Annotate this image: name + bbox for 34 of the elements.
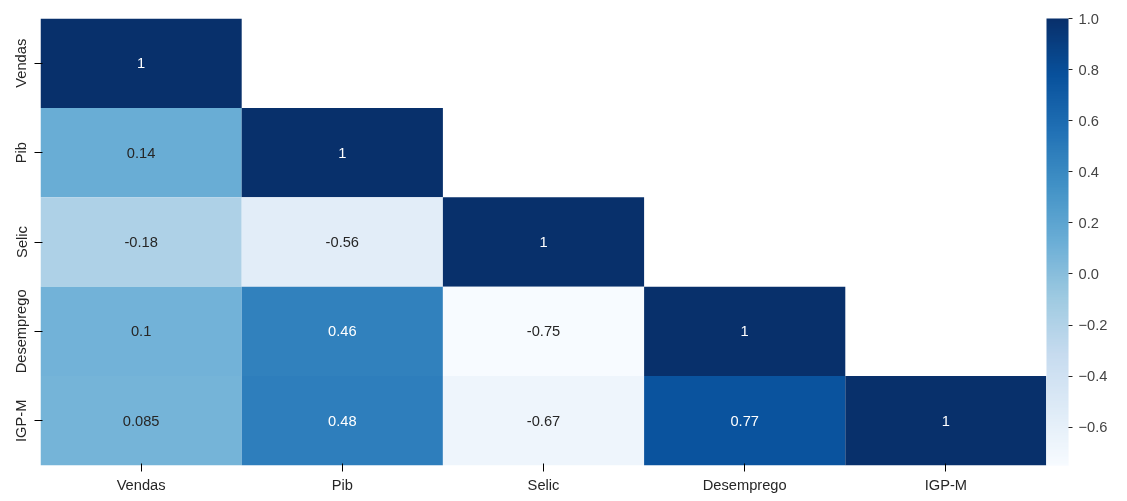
x-tick-label: Vendas [116,476,166,493]
data-label: 0.14 [126,144,156,161]
x-tick-label: Pib [331,476,353,493]
color-bar-label: 0.6 [1078,112,1099,129]
data-label: 0.77 [730,412,759,429]
y-tick-label: IGP-M [13,399,30,442]
data-label: 0.085 [122,412,160,429]
data-label: 1 [740,323,749,340]
color-bar-label: 0.2 [1078,214,1099,231]
data-label: -0.18 [124,234,158,250]
color-bar-label: 0.4 [1078,163,1099,180]
x-tick-label: Selic [527,476,560,493]
color-bar-label: 0.8 [1078,61,1099,78]
x-tick-label: Desemprego [702,476,787,493]
x-tick-label: IGP-M [924,476,968,493]
y-tick-label: Desemprego [13,289,30,374]
data-label: 0.48 [328,412,357,429]
y-tick-label: Vendas [13,38,30,88]
color-bar-label: 0.0 [1078,265,1099,282]
data-label: 0.46 [328,323,357,340]
color-bar-label: −0.6 [1078,419,1108,436]
data-label: 1 [338,144,347,161]
data-label: 1 [941,412,950,429]
data-label: -0.67 [526,412,561,429]
y-tick-label: Selic [13,226,30,258]
color-bar-label: −0.4 [1078,368,1108,385]
data-label: -0.56 [325,234,359,250]
color-bar-label: 1.0 [1078,10,1099,27]
color-bar-label: −0.2 [1078,317,1108,334]
data-label: 1 [137,55,146,72]
data-label: -0.75 [526,323,561,340]
data-label: 0.1 [130,323,152,340]
data-label: 1 [539,234,548,250]
y-tick-label: Pib [13,142,30,164]
